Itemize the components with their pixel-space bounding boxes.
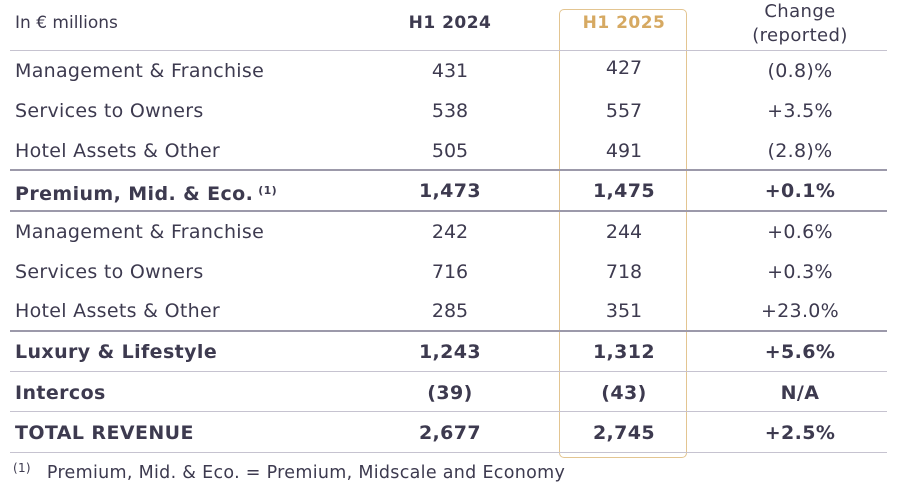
column-header-h1-2025: H1 2025 bbox=[582, 13, 666, 33]
row-label: Premium, Mid. & Eco. (1) bbox=[15, 176, 277, 209]
cell-h1-2025: 427 bbox=[605, 57, 643, 79]
cell-h1-2024: 431 bbox=[431, 60, 469, 82]
change-header-line1: Change bbox=[764, 1, 836, 22]
cell-h1-2024: 2,677 bbox=[418, 422, 482, 444]
cell-h1-2024: 505 bbox=[431, 140, 469, 162]
cell-h1-2024: 285 bbox=[431, 300, 469, 322]
footnote-text: Premium, Mid. & Eco. = Premium, Midscale… bbox=[46, 463, 566, 483]
cell-h1-2025: 1,312 bbox=[592, 341, 656, 363]
row-label: Luxury & Lifestyle bbox=[15, 341, 218, 363]
h1-2025-highlight-box bbox=[559, 9, 687, 458]
cell-h1-2024: 1,473 bbox=[418, 180, 482, 202]
table-bottom-rule bbox=[10, 452, 887, 453]
cell-h1-2025: 2,745 bbox=[592, 422, 656, 444]
row-label: TOTAL REVENUE bbox=[15, 422, 194, 444]
column-header-h1-2024: H1 2024 bbox=[408, 13, 492, 33]
section-divider bbox=[10, 169, 887, 171]
row-label: Services to Owners bbox=[15, 261, 204, 283]
change-header-line2: (reported) bbox=[752, 25, 848, 46]
section-divider bbox=[10, 210, 887, 212]
table-row: Services to Owners 538 557 +3.5% bbox=[0, 96, 900, 126]
table-row: Services to Owners 716 718 +0.3% bbox=[0, 257, 900, 287]
cell-h1-2025: 351 bbox=[605, 300, 643, 322]
footnote: (1) Premium, Mid. & Eco. = Premium, Midsc… bbox=[13, 461, 565, 483]
footnote-mark: (1) bbox=[13, 461, 31, 475]
cell-h1-2025: 718 bbox=[605, 261, 643, 283]
table-row: Management & Franchise 431 427 (0.8)% bbox=[0, 56, 900, 86]
column-header-change: Change (reported) bbox=[740, 0, 860, 48]
cell-h1-2024: 538 bbox=[431, 100, 469, 122]
cell-change: (2.8)% bbox=[767, 140, 833, 162]
row-label: Management & Franchise bbox=[15, 60, 265, 82]
cell-change: +0.1% bbox=[764, 180, 836, 202]
row-divider bbox=[10, 411, 887, 412]
footnote-reference: (1) bbox=[258, 184, 278, 197]
cell-change: +23.0% bbox=[760, 300, 840, 322]
cell-h1-2025: 557 bbox=[605, 100, 643, 122]
cell-change: +5.6% bbox=[764, 341, 836, 363]
table-row: Hotel Assets & Other 285 351 +23.0% bbox=[0, 296, 900, 326]
row-divider bbox=[10, 371, 887, 372]
intercos-row: Intercos (39) (43) N/A bbox=[0, 378, 900, 408]
cell-h1-2024: 716 bbox=[431, 261, 469, 283]
cell-change: +0.6% bbox=[767, 221, 833, 243]
cell-h1-2024: 242 bbox=[431, 221, 469, 243]
subtotal-row: Premium, Mid. & Eco. (1) 1,473 1,475 +0.1… bbox=[0, 176, 900, 206]
cell-change: +0.3% bbox=[767, 261, 833, 283]
cell-change: +2.5% bbox=[764, 422, 836, 444]
table-row: Management & Franchise 242 244 +0.6% bbox=[0, 217, 900, 247]
row-label: Hotel Assets & Other bbox=[15, 300, 221, 322]
cell-change: +3.5% bbox=[767, 100, 833, 122]
cell-h1-2024: (39) bbox=[427, 382, 473, 404]
row-label: Management & Franchise bbox=[15, 221, 265, 243]
unit-label: In € millions bbox=[15, 13, 118, 33]
row-label: Intercos bbox=[15, 382, 106, 404]
table-row: Hotel Assets & Other 505 491 (2.8)% bbox=[0, 136, 900, 166]
cell-h1-2024: 1,243 bbox=[418, 341, 482, 363]
row-label: Services to Owners bbox=[15, 100, 204, 122]
cell-change: N/A bbox=[780, 382, 820, 404]
section-divider bbox=[10, 330, 887, 332]
cell-change: (0.8)% bbox=[767, 60, 833, 82]
cell-h1-2025: 1,475 bbox=[592, 180, 656, 202]
row-label-text: Premium, Mid. & Eco. bbox=[15, 183, 254, 205]
cell-h1-2025: 244 bbox=[605, 221, 643, 243]
cell-h1-2025: (43) bbox=[601, 382, 647, 404]
cell-h1-2025: 491 bbox=[605, 140, 643, 162]
total-row: TOTAL REVENUE 2,677 2,745 +2.5% bbox=[0, 418, 900, 448]
header-divider bbox=[10, 50, 887, 51]
row-label: Hotel Assets & Other bbox=[15, 140, 221, 162]
subtotal-row: Luxury & Lifestyle 1,243 1,312 +5.6% bbox=[0, 337, 900, 367]
